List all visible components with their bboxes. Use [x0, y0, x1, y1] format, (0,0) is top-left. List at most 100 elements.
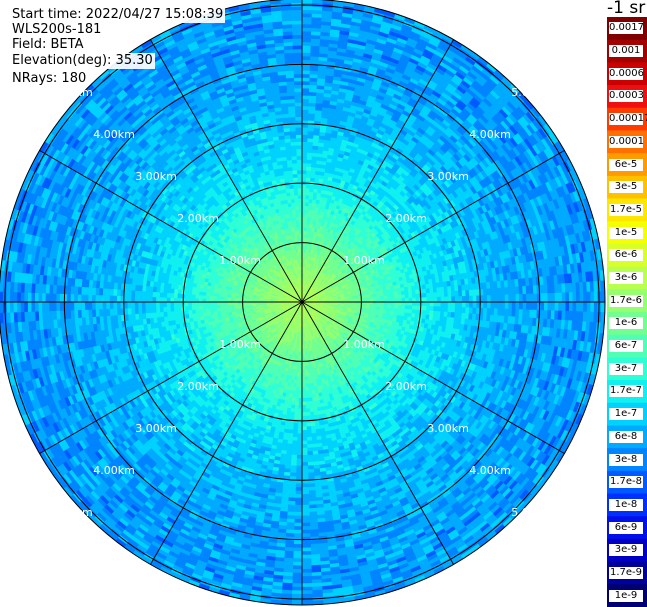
range-gate-cell — [291, 583, 303, 588]
range-gate-cell — [306, 443, 313, 449]
range-gate-cell — [293, 536, 303, 542]
range-gate-cell — [297, 419, 303, 424]
range-gate-cell — [522, 301, 527, 311]
range-gate-cell — [298, 397, 303, 403]
range-gate-cell — [490, 301, 495, 310]
range-gate-cell — [293, 529, 303, 535]
range-gate-cell — [293, 543, 303, 549]
range-gate-cell — [458, 301, 463, 308]
range-gate-cell — [297, 415, 303, 420]
range-gate-cell — [554, 301, 560, 312]
range-gate-cell — [511, 301, 517, 310]
range-gate-cell — [292, 565, 303, 570]
range-gate-cell — [298, 390, 303, 396]
range-gate-cell — [307, 458, 314, 463]
range-gate-cell — [292, 558, 303, 563]
range-gate-cell — [590, 301, 595, 313]
range-gate-cell — [295, 386, 300, 392]
range-gate-cell — [301, 472, 309, 478]
range-gate-cell — [295, 472, 303, 478]
range-gate-cell — [293, 415, 299, 420]
range-gate-cell — [308, 486, 316, 492]
range-gate-cell — [309, 415, 315, 420]
range-gate-cell — [292, 551, 303, 556]
range-gate-cell — [583, 301, 588, 313]
range-gate-cell — [301, 394, 306, 399]
range-gate-cell — [497, 301, 502, 310]
range-gate-cell — [433, 301, 438, 308]
range-gate-cell — [301, 565, 312, 570]
range-gate-cell — [301, 465, 309, 470]
range-gate-cell — [291, 436, 298, 442]
range-gate-cell — [426, 301, 431, 307]
range-gate-cell — [301, 504, 310, 510]
range-gate-cell — [440, 301, 445, 308]
range-gate-cell — [301, 522, 311, 527]
range-gate-cell — [290, 451, 298, 456]
range-gate-cell — [293, 540, 303, 545]
range-gate-cell — [292, 426, 298, 431]
range-gate-cell — [301, 547, 312, 552]
range-gate-cell — [308, 397, 313, 402]
range-gate-cell — [306, 429, 312, 435]
range-gate-cell — [292, 433, 298, 438]
range-gate-cell — [295, 486, 303, 492]
range-gate-cell — [540, 301, 545, 311]
range-gate-cell — [390, 301, 396, 306]
range-gate-cell — [419, 301, 424, 307]
range-gate-cell — [308, 404, 314, 410]
range-gate-cell — [301, 497, 310, 502]
range-gate-cell — [298, 401, 303, 406]
range-gate-cell — [397, 301, 403, 306]
range-gate-cell — [593, 301, 599, 313]
range-gate-cell — [401, 305, 406, 310]
range-gate-cell — [301, 575, 313, 581]
range-gate-cell — [515, 301, 520, 310]
range-gate-cell — [295, 461, 303, 467]
range-gate-cell — [291, 586, 303, 592]
range-gate-cell — [301, 543, 311, 549]
range-gate-cell — [301, 461, 309, 467]
range-gate-cell — [494, 301, 499, 310]
range-gate-cell — [305, 397, 310, 403]
range-gate-cell — [301, 529, 311, 535]
range-gate-cell — [290, 454, 298, 460]
range-gate-cell — [565, 301, 570, 312]
range-gate-cell — [293, 533, 303, 538]
range-gate-cell — [444, 301, 449, 308]
range-gate-cell — [451, 301, 456, 308]
range-gate-cell — [301, 494, 310, 499]
range-gate-cell — [529, 301, 535, 311]
range-gate-cell — [297, 426, 303, 431]
range-gate-cell — [568, 301, 574, 312]
range-gate-cell — [291, 397, 296, 402]
range-gate-cell — [297, 412, 303, 417]
range-gate-cell — [309, 408, 314, 413]
range-gate-cell — [295, 469, 303, 474]
range-gate-cell — [296, 458, 303, 463]
range-gate-cell — [415, 301, 420, 307]
range-gate-cell — [291, 575, 303, 581]
range-gate-cell — [415, 309, 420, 315]
range-gate-cell — [301, 483, 309, 488]
range-gate-cell — [301, 561, 312, 567]
range-gate-cell — [308, 400, 314, 406]
range-gate-cell — [547, 301, 552, 312]
range-gate-cell — [422, 305, 428, 312]
range-gate-cell — [468, 307, 474, 315]
range-gate-cell — [301, 419, 307, 424]
range-gate-cell — [575, 301, 581, 313]
range-gate-cell — [394, 304, 399, 310]
range-gate-cell — [292, 429, 298, 435]
range-gate-cell — [305, 401, 310, 406]
range-gate-cell — [561, 301, 567, 312]
range-gate-cell — [305, 408, 311, 413]
range-gate-cell — [295, 483, 303, 488]
range-gate-cell — [306, 426, 312, 431]
range-gate-cell — [454, 301, 460, 308]
range-gate-cell — [301, 404, 307, 410]
range-gate-cell — [465, 307, 470, 315]
range-gate-cell — [294, 497, 303, 502]
range-gate-cell — [301, 583, 313, 588]
